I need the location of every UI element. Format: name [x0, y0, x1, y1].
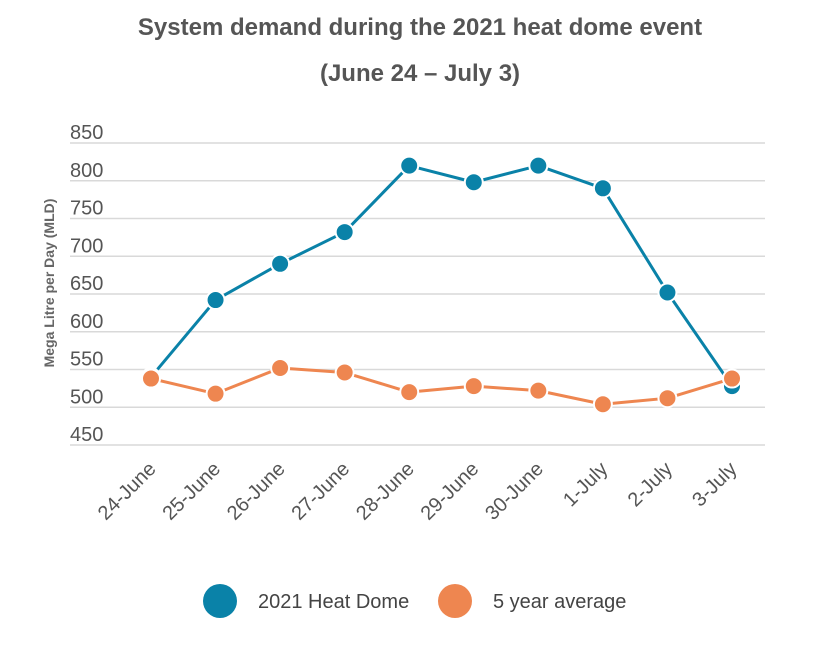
x-tick-label: 28-June [352, 458, 419, 525]
x-tick-label: 3-July [688, 458, 741, 511]
x-tick-label: 27-June [288, 458, 355, 525]
y-tick-label: 750 [70, 198, 103, 220]
data-point [657, 282, 678, 303]
data-point [722, 368, 742, 389]
y-axis-ticks: 450 500 550 600 650 700 750 800 850 [70, 122, 103, 446]
data-point [592, 178, 613, 199]
x-tick-label: 30-June [481, 458, 548, 525]
data-point [463, 172, 484, 193]
series-line [149, 164, 734, 387]
legend-swatch [203, 584, 237, 618]
y-tick-label: 600 [70, 311, 103, 333]
x-tick-label: 29-June [417, 458, 484, 525]
y-tick-label: 700 [70, 235, 103, 257]
y-tick-label: 500 [70, 386, 103, 408]
x-tick-label: 1-July [559, 458, 612, 511]
data-point [270, 357, 291, 378]
grid-lines [70, 142, 765, 446]
x-tick-label: 24-June [94, 458, 161, 525]
x-axis-ticks: 24-June25-June26-June27-June28-June29-Ju… [94, 458, 742, 525]
data-point [334, 362, 355, 383]
legend: 2021 Heat Dome 5 year average [203, 584, 626, 618]
data-point [205, 383, 226, 404]
chart-subtitle: (June 24 – July 3) [319, 60, 521, 87]
data-point [334, 222, 355, 243]
y-tick-label: 850 [70, 122, 103, 144]
series-1 [141, 357, 742, 415]
y-tick-label: 800 [70, 160, 103, 182]
y-axis-label: Mega Litre per Day (MLD) [41, 199, 57, 368]
series-0 [141, 155, 742, 397]
data-point [270, 253, 291, 274]
x-tick-label: 26-June [223, 458, 290, 525]
chart-title: System demand during the 2021 heat dome … [137, 14, 703, 41]
data-point [528, 380, 549, 401]
data-point [528, 155, 549, 176]
data-point [399, 382, 420, 403]
x-tick-label: 2-July [624, 458, 677, 511]
legend-label: 2021 Heat Dome [258, 591, 409, 613]
x-tick-label: 25-June [158, 458, 225, 525]
data-point [592, 394, 613, 415]
data-point [463, 376, 484, 397]
data-point [141, 368, 161, 389]
series-group [141, 155, 742, 415]
legend-label: 5 year average [493, 591, 626, 613]
y-tick-label: 450 [70, 424, 103, 446]
data-point [205, 290, 226, 311]
data-point [657, 388, 678, 409]
y-tick-label: 650 [70, 273, 103, 295]
y-tick-label: 550 [70, 349, 103, 371]
legend-swatch [438, 584, 472, 618]
series-line [150, 366, 733, 406]
data-point [399, 155, 420, 176]
